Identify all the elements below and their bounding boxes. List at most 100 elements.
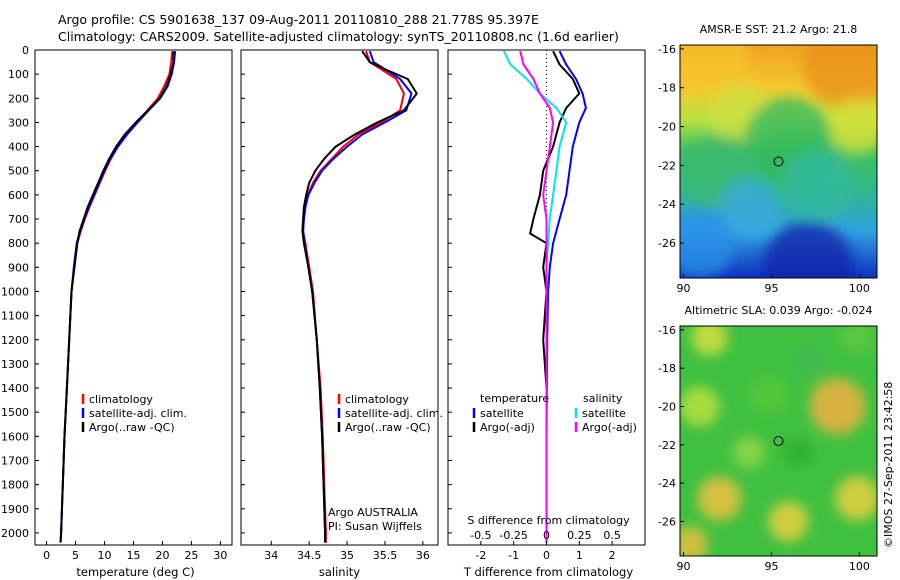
salinity-diff-tick-label: 0.5 [603,529,621,542]
sst-lat-tick-label: -20 [658,121,676,134]
sst-texture-blob [829,98,877,155]
depth-tick-label: 1100 [1,310,29,323]
sla-map-frame [679,325,878,557]
salinity-x-tick-label: 35.5 [373,549,398,562]
difference-x-tick-label: 1 [576,549,583,562]
temperature-x-tick-label: 15 [127,549,141,562]
depth-tick-label: 1000 [1,285,29,298]
diff-legend-temperature-label: satellite [480,407,524,420]
depth-tick-label: 300 [8,116,29,129]
depth-tick-label: 1900 [1,503,29,516]
diff-legend-salinity-label: Argo(-adj) [582,421,637,434]
diff-legend-temperature-label: Argo(-adj) [480,421,535,434]
sst-texture-blob [802,45,877,109]
depth-tick-label: 700 [8,213,29,226]
depth-tick-label: 1300 [1,358,29,371]
temperature-legend-label: satellite-adj. clim. [89,407,187,420]
salinity-x-tick-label: 35 [340,549,354,562]
temperature-legend-label: Argo(..raw -QC) [89,421,175,434]
difference-series-cyan [502,50,568,543]
depth-tick-label: 600 [8,189,29,202]
sst-lat-tick-label: -18 [658,82,676,95]
salinity-diff-axis-label: S difference from climatology [467,514,630,527]
difference-series-magenta [519,50,555,543]
sla-lon-tick-label: 95 [764,560,778,573]
sla-texture-blob [835,476,877,521]
temperature-x-tick-label: 0 [43,549,50,562]
salinity-series-red [302,50,405,543]
sla-field [680,326,877,556]
sla-lat-tick-label: -16 [658,324,676,337]
depth-tick-label: 2000 [1,527,29,540]
sla-texture-blob [841,326,874,354]
salinity-x-tick-label: 34.5 [297,549,322,562]
sst-texture-blob [680,208,735,278]
salinity-diff-tick-label: -0.25 [499,529,527,542]
salinity-diff-tick-label: -0.5 [470,529,491,542]
salinity-series-blue [302,50,413,543]
sst-lon-tick-label: 100 [849,282,870,295]
sst-texture-blob [680,45,750,97]
salinity-diff-tick-label: 0 [543,529,550,542]
sla-texture-blob [809,378,866,435]
difference-series-black [529,50,581,543]
depth-tick-label: 1700 [1,454,29,467]
difference-x-tick-label: -1 [508,549,519,562]
depth-tick-label: 1800 [1,479,29,492]
sla-texture-blob [790,342,827,379]
sla-map-title: Altimetric SLA: 0.039 Argo: -0.024 [685,304,873,317]
salinity-legend-label: climatology [345,393,409,406]
depth-tick-label: 900 [8,261,29,274]
sst-lat-tick-label: -24 [658,198,676,211]
depth-tick-label: 1500 [1,406,29,419]
sla-texture-blob [680,386,720,427]
sst-map-title: AMSR-E SST: 21.2 Argo: 21.8 [700,23,858,36]
sst-field-texture [680,45,877,278]
sla-lon-tick-label: 100 [849,560,870,573]
salinity-series-black [301,50,418,543]
sst-texture-blob [763,221,854,278]
temperature-x-tick-label: 10 [98,549,112,562]
difference-x-tick-label: -2 [475,549,486,562]
temperature-x-tick-label: 30 [213,549,227,562]
temperature-series-red [59,51,174,543]
sla-lat-tick-label: -24 [658,477,676,490]
depth-tick-label: 800 [8,237,29,250]
depth-tick-label: 400 [8,141,29,154]
depth-tick-label: 0 [22,44,29,57]
difference-x-tick-label: 0 [543,549,550,562]
figure-title-line-1: Argo profile: CS 5901638_137 09-Aug-2011… [58,12,539,27]
sst-lat-tick-label: -26 [658,237,676,250]
figure-title-line-2: Climatology: CARS2009. Satellite-adjuste… [58,29,619,44]
sla-texture-blob [697,476,742,521]
salinity-axis-label: salinity [319,565,360,579]
salinity-x-tick-label: 34 [264,549,278,562]
sst-texture-blob [782,149,853,220]
sst-lat-tick-label: -16 [658,43,676,56]
depth-tick-label: 1600 [1,430,29,443]
salinity-panel-frame [240,49,439,546]
depth-tick-label: 1200 [1,334,29,347]
temperature-diff-axis-label: T difference from climatology [463,565,634,579]
salinity-legend-label: satellite-adj. clim. [345,407,443,420]
sst-argo-location-marker [773,156,784,167]
depth-tick-label: 100 [8,68,29,81]
diff-legend-title-temperature: temperature [480,392,549,405]
sla-texture-blob [691,326,728,356]
sst-texture-blob [718,178,779,239]
temperature-x-tick-label: 25 [184,549,198,562]
sla-lat-tick-label: -22 [658,439,676,452]
salinity-annotation-line-1: Argo AUSTRALIA [328,506,418,519]
difference-x-tick-label: 2 [609,549,616,562]
sla-texture-blob [750,377,787,413]
sst-lat-tick-label: -22 [658,159,676,172]
sst-lon-tick-label: 95 [764,282,778,295]
sla-texture-blob [782,436,815,469]
temperature-series-blue [59,51,177,543]
sst-lon-tick-label: 90 [677,282,691,295]
depth-tick-label: 200 [8,92,29,105]
diff-legend-salinity-label: satellite [582,407,626,420]
salinity-legend-label: Argo(..raw -QC) [345,421,431,434]
depth-tick-label: 500 [8,165,29,178]
sst-field [680,45,877,278]
